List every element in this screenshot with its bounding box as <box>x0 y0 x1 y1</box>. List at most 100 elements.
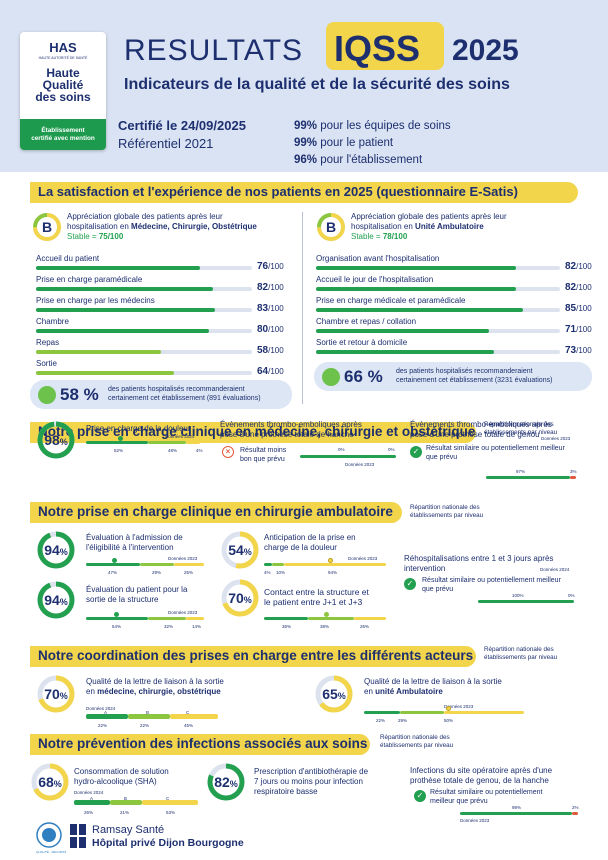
satisfaction-item-label: Prise en charge paramédicale <box>36 275 143 284</box>
has-logo-text: HAS <box>49 40 77 55</box>
ring-anticipation <box>221 531 259 569</box>
dist-pct: 4% <box>264 570 271 575</box>
right-desc: Appréciation globale des patients après … <box>351 212 507 241</box>
satisfaction-bar-track <box>36 371 252 375</box>
dist-pct: 47% <box>108 570 118 575</box>
satisfaction-item-score: 82/100 <box>565 261 592 272</box>
grade-letter: B <box>124 796 128 801</box>
douleur-year: Données 2024 <box>165 434 195 439</box>
lettre-amb-value: 65% <box>322 686 346 702</box>
dist-pct: 32% <box>164 624 174 629</box>
dist-pct: 48% <box>168 448 178 453</box>
grade-badge-left: B <box>33 213 61 241</box>
satisfaction-bar-track <box>36 266 252 270</box>
seal-text: QUALITÉ · SÉCURITÉ · SOINS <box>36 850 66 854</box>
antic-label: Anticipation de la prise en charge de la … <box>264 533 356 552</box>
dist-pct: 22% <box>98 723 108 728</box>
dist-bar <box>186 441 200 444</box>
genou-label: Évènements thrombo-emboliques après pose … <box>410 420 552 439</box>
atb-label: Prescription d'antibiothérapie de 7 jours… <box>254 767 369 796</box>
national-note: Répartition nationale des établissements … <box>484 421 558 436</box>
dist-bar <box>300 455 396 458</box>
grade-letter: C <box>166 796 170 801</box>
satisfaction-bar-track <box>316 308 560 312</box>
satisfaction-bar-fill <box>36 266 201 270</box>
satisfaction-item-score: 82/100 <box>565 282 592 293</box>
dist-pct: 0% <box>338 447 345 452</box>
satisfaction-bar-track <box>316 287 560 291</box>
contact-value: 70% <box>228 590 252 606</box>
satisfaction-bar-track <box>316 350 560 354</box>
douleur-value: 98% <box>44 432 68 448</box>
dist-bar <box>148 617 186 620</box>
satisfaction-bar-fill <box>316 350 495 354</box>
satisfaction-item-score: 82/100 <box>257 282 284 293</box>
satisfaction-item-score: 76/100 <box>257 261 284 272</box>
dist-pct: 22% <box>140 723 150 728</box>
dist-bar <box>186 617 204 620</box>
section-title-satisfaction: La satisfaction et l'expérience de nos p… <box>30 182 578 203</box>
dist-pct: 3% <box>570 469 577 474</box>
satisfaction-bar-fill <box>36 308 216 312</box>
dist-pct: 26% <box>84 810 94 815</box>
dist-pct: 21% <box>120 810 130 815</box>
dist-bar <box>400 711 444 714</box>
left-desc: Appréciation globale des patients après … <box>67 212 257 241</box>
dist-pct: 29% <box>398 718 408 723</box>
satisfaction-item-score: 58/100 <box>257 345 284 356</box>
dist-pct: 97% <box>516 469 526 474</box>
douleur-label: Prise en charge de la douleur <box>86 424 191 433</box>
has-logo-sub: HAUTE AUTORITÉ DE SANTÉ <box>38 56 88 60</box>
dist-pct: 98% <box>512 805 522 810</box>
dist-pct: 0% <box>568 593 575 598</box>
hanche-label: Évènements thrombo-emboliques après pose … <box>220 420 362 439</box>
satisfaction-bar-fill <box>316 266 517 270</box>
referential: Référentiel 2021 <box>118 136 214 151</box>
section-title-mco: Notre prise en charge clinique en médeci… <box>30 422 476 443</box>
satisfaction-bar-fill <box>36 287 214 291</box>
dist-pct: 4% <box>196 448 203 453</box>
cert-score-teams: 99% pour les équipes de soins <box>294 120 451 132</box>
grade-letter: B <box>146 710 150 715</box>
ramsay-logo-icon <box>70 824 86 848</box>
elig-label: Évaluation à l'admission de l'éligibilité… <box>86 533 183 552</box>
dist-pct: 29% <box>152 570 162 575</box>
lettre-mco-label: Qualité de la lettre de liaison à la sor… <box>86 677 224 696</box>
section-title-infections: Notre prévention des infections associés… <box>30 734 370 755</box>
satisfaction-bar-fill <box>36 371 175 375</box>
position-marker <box>112 558 117 563</box>
dist-bar <box>284 563 386 566</box>
iqss-highlight <box>326 22 444 70</box>
dist-bar <box>444 711 524 714</box>
section-title-ambu: Notre prise en charge clinique en chirur… <box>30 502 402 523</box>
dist-bar <box>86 441 148 444</box>
genou-result: Résultat similaire ou potentiellement me… <box>426 445 565 461</box>
dist-bar <box>460 812 572 815</box>
left-reco-value: 58 % <box>60 385 99 404</box>
satisfaction-item-label: Repas <box>36 338 60 347</box>
sortie-year: Données 2023 <box>168 610 198 615</box>
title-iqss: IQSS <box>334 28 421 69</box>
dist-pct: 10% <box>276 570 286 575</box>
satisfaction-bar-fill <box>316 287 517 291</box>
dist-bar <box>110 800 142 805</box>
smile-icon <box>38 386 56 404</box>
title-results: RESULTATS <box>124 34 304 67</box>
has-logo-label: Haute Qualité des soins <box>35 66 91 104</box>
contact-label: Contact entre la structure et le patient … <box>264 587 369 607</box>
dist-bar <box>74 800 110 805</box>
rehosp-result: Résultat similaire ou potentiellement me… <box>422 577 561 593</box>
ring-douleur <box>37 421 75 459</box>
satisfaction-item-label: Prise en charge par les médecins <box>36 296 155 305</box>
satisfaction-item-label: Prise en charge médicale et paramédicale <box>316 296 466 305</box>
site-result: Résultat similaire ou potentiellement mei… <box>430 789 543 805</box>
sortie-label: Évaluation du patient pour la sortie de l… <box>86 585 188 604</box>
dist-bar <box>572 812 578 815</box>
satisfaction-item-label: Accueil du patient <box>36 254 100 263</box>
position-marker <box>324 612 329 617</box>
hanche-year: Données 2023 <box>345 462 375 467</box>
dist-bar <box>308 617 354 620</box>
dist-pct: 50% <box>444 718 454 723</box>
hospital-name: Hôpital privé Dijon Bourgogne <box>92 837 244 849</box>
lettre-mco-value: 70% <box>44 686 68 702</box>
